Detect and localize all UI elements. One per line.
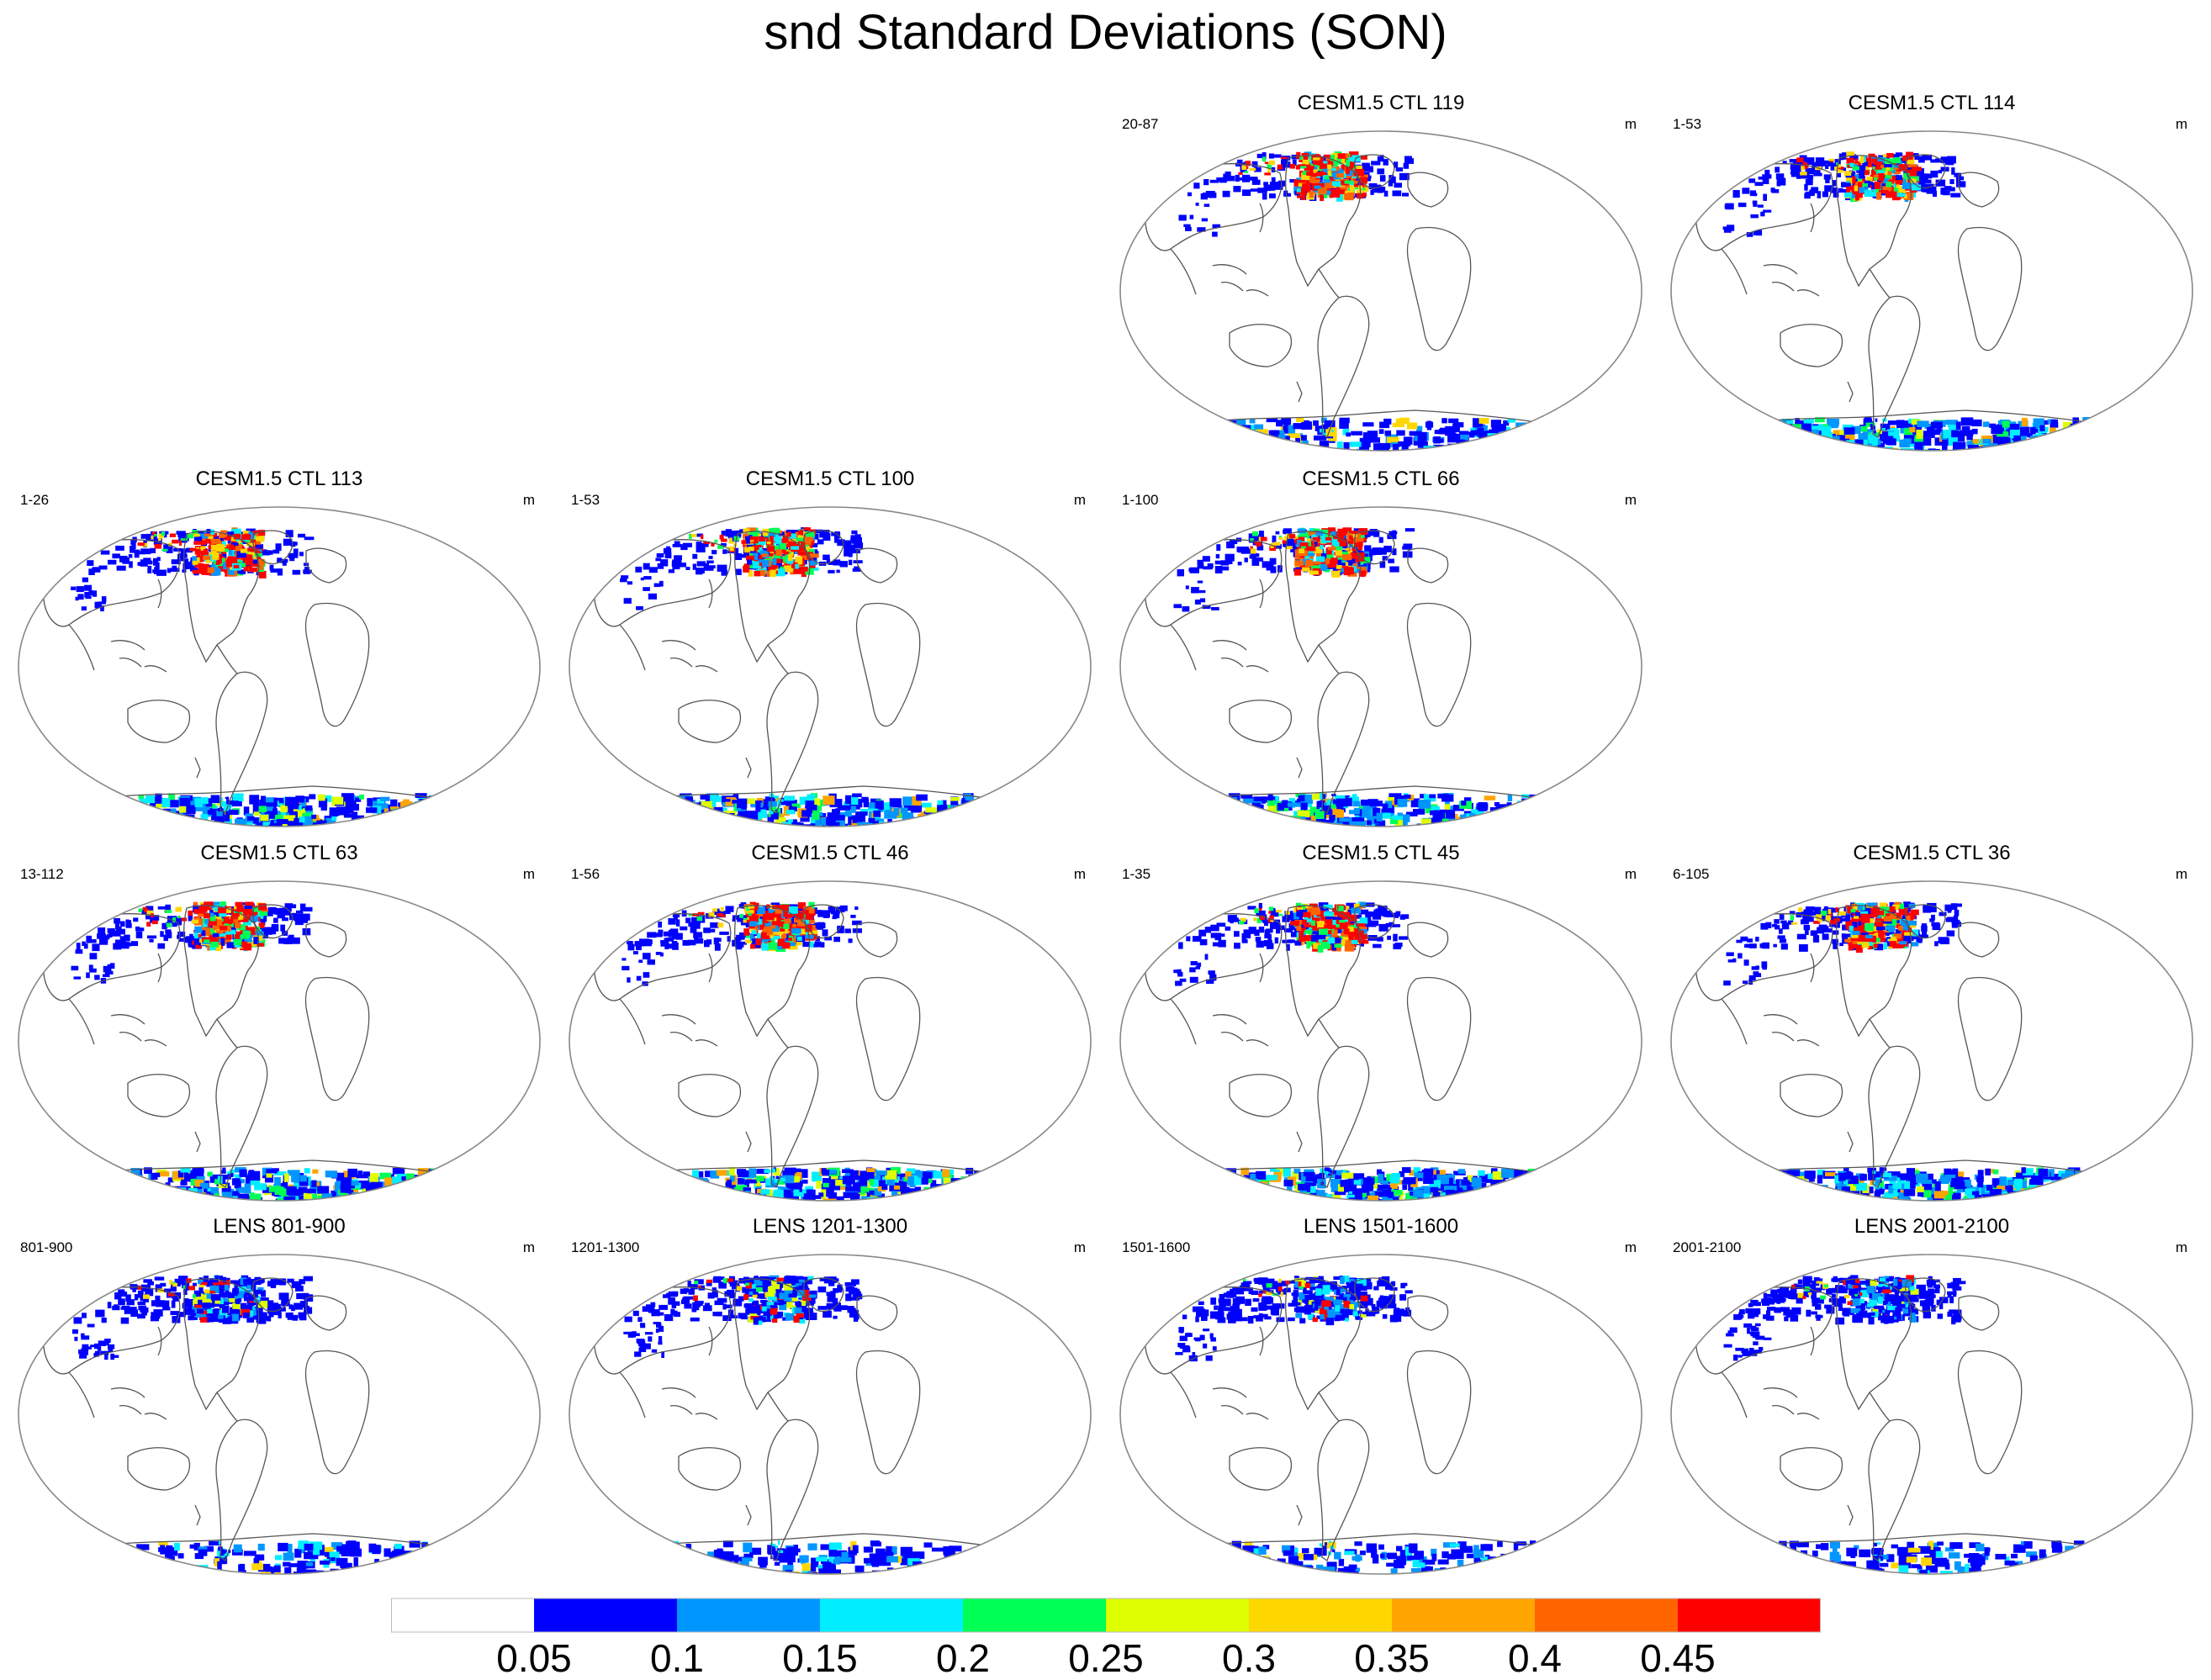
panel-title: LENS 1501-1600 <box>1112 1214 1650 1239</box>
panel-title: CESM1.5 CTL 100 <box>561 467 1099 492</box>
panel-title: CESM1.5 CTL 46 <box>561 841 1099 866</box>
colorbar-tick-label: 0.3 <box>1198 1636 1299 1680</box>
snow-field <box>71 527 437 834</box>
panel-title: CESM1.5 CTL 45 <box>1112 841 1650 866</box>
colorbar-segment <box>1106 1598 1249 1632</box>
colorbar-tick-label: 0.15 <box>770 1636 870 1680</box>
figure-title: snd Standard Deviations (SON) <box>0 3 2211 62</box>
snow-field <box>1723 901 2083 1208</box>
snow-field <box>1724 1275 2092 1580</box>
colorbar-segment <box>1535 1598 1678 1632</box>
panel-title: CESM1.5 CTL 36 <box>1663 841 2201 866</box>
panel-title: CESM1.5 CTL 113 <box>10 467 548 492</box>
snow-field <box>620 527 992 834</box>
map-border <box>1671 881 2192 1201</box>
panel-title: LENS 2001-2100 <box>1663 1214 2201 1239</box>
colorbar-tick-label: 0.05 <box>484 1636 584 1680</box>
robinson-map <box>1112 490 1650 843</box>
robinson-map <box>1112 114 1650 468</box>
snow-field <box>1174 527 1542 830</box>
map-border <box>19 881 540 1201</box>
colorbar-segment <box>534 1598 677 1632</box>
robinson-map <box>1112 1238 1650 1591</box>
panel-title: CESM1.5 CTL 114 <box>1663 91 2201 116</box>
colorbar-tick-label: 0.4 <box>1484 1636 1585 1680</box>
robinson-map <box>561 864 1099 1218</box>
snow-field <box>623 1276 972 1581</box>
colorbar-segment <box>677 1598 820 1632</box>
colorbar-segment <box>1678 1598 1821 1632</box>
panel-title: LENS 1201-1300 <box>561 1214 1099 1239</box>
snow-field <box>1179 151 1529 457</box>
snow-field <box>71 901 441 1209</box>
colorbar-segment <box>391 1598 534 1632</box>
robinson-map <box>561 1238 1099 1591</box>
map-border <box>19 1255 540 1574</box>
colorbar-tick-label: 0.2 <box>912 1636 1013 1680</box>
panel-title: CESM1.5 CTL 66 <box>1112 467 1650 492</box>
robinson-map <box>561 490 1099 843</box>
colorbar-tick-label: 0.35 <box>1341 1636 1442 1680</box>
robinson-map <box>1663 114 2201 468</box>
snow-field <box>72 1276 428 1582</box>
map-border <box>569 881 1091 1201</box>
robinson-map <box>1112 864 1650 1218</box>
colorbar-segment <box>963 1598 1106 1632</box>
panel-title: CESM1.5 CTL 63 <box>10 841 548 866</box>
colorbar-segment <box>1249 1598 1392 1632</box>
colorbar-tick-label: 0.45 <box>1627 1636 1728 1680</box>
snow-field <box>622 902 990 1208</box>
colorbar-tick-label: 0.25 <box>1055 1636 1156 1680</box>
map-border <box>19 507 540 827</box>
colorbar <box>391 1598 1821 1633</box>
map-border <box>569 1255 1091 1574</box>
panel-title: LENS 801-900 <box>10 1214 548 1239</box>
colorbar-segment <box>820 1598 963 1632</box>
robinson-map <box>10 1238 548 1591</box>
robinson-map <box>10 864 548 1218</box>
colorbar-segment <box>1392 1598 1535 1632</box>
map-border <box>569 507 1091 827</box>
robinson-map <box>10 490 548 843</box>
colorbar-tick-label: 0.1 <box>627 1636 727 1680</box>
snow-field <box>1173 901 1542 1207</box>
panel-title: CESM1.5 CTL 119 <box>1112 91 1650 116</box>
robinson-map <box>1663 1238 2201 1591</box>
robinson-map <box>1663 864 2201 1218</box>
snow-field <box>1175 1276 1543 1579</box>
